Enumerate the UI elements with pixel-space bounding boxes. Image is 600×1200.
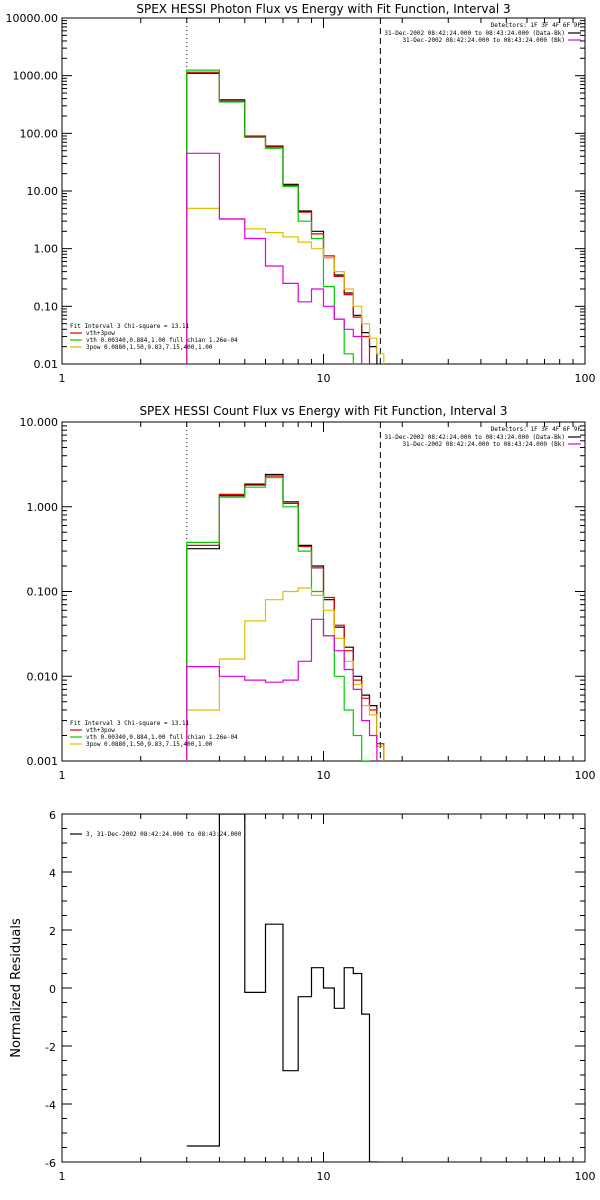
chart-panel-1: SPEX HESSI Photon Flux vs Energy with Fi… <box>6 2 596 385</box>
x-tick-label: 1 <box>59 372 66 385</box>
y-tick-label: 0.01 <box>34 358 59 371</box>
y-tick-label: 1.00 <box>34 243 59 256</box>
y-tick-label: 6 <box>49 809 56 822</box>
plot-area <box>186 814 378 1162</box>
y-tick-label: 4 <box>49 867 56 880</box>
plot-area <box>186 69 385 364</box>
legend-entry: 31-Dec-2002 08:42:24.000 to 08:43:24.000… <box>402 441 565 448</box>
x-tick-label: 100 <box>575 1170 596 1183</box>
series-line-2 <box>186 71 371 364</box>
series-line-5 <box>186 152 363 364</box>
series-line-4 <box>186 207 385 364</box>
x-tick-label: 1 <box>59 769 66 782</box>
chart-title: SPEX HESSI Count Flux vs Energy with Fit… <box>139 404 507 418</box>
y-tick-label: 10.000 <box>20 416 59 429</box>
y-tick-label: -4 <box>45 1099 56 1112</box>
legend-entry: 31-Dec-2002 08:42:24.000 to 08:43:24.000… <box>384 30 565 37</box>
chart-panel-3: Normalized Residuals 1 10 100 6 4 2 0 -2 -4 -6 3, 3… <box>9 809 596 1183</box>
series-line-1 <box>186 814 378 1162</box>
y-tick-label: -2 <box>45 1041 56 1054</box>
legend-header: Fit Interval 3 Chi-square = 13.11 <box>70 323 190 330</box>
y-tick-label: 10.00 <box>27 185 59 198</box>
y-tick-label: 1.000 <box>27 501 59 514</box>
legend-header: Fit Interval 3 Chi-square = 13.11 <box>70 720 190 727</box>
axes-frame <box>61 17 586 365</box>
series-line-3 <box>186 477 371 761</box>
series-line-4 <box>186 587 385 761</box>
x-tick-label: 10 <box>317 1170 331 1183</box>
legend-entry: 3pow 0.0880,1.50,9.83,7.15,400,1.00 <box>86 344 213 351</box>
legend-header: Detectors: 1F 3F 4F 6F 9F <box>491 22 582 29</box>
legend-header: Detectors: 1F 3F 4F 6F 9F <box>491 426 582 433</box>
legend-entry: vth 0.00340,0.884,1.00 full chian 1.26e-… <box>86 734 238 741</box>
chart-panel-2: SPEX HESSI Count Flux vs Energy with Fit… <box>20 404 596 782</box>
chart-title: SPEX HESSI Photon Flux vs Energy with Fi… <box>136 2 510 16</box>
y-tick-label: 0.001 <box>27 755 59 768</box>
legend-entry: vth+3pow <box>86 727 115 734</box>
series-line-1 <box>186 473 385 761</box>
plot-area <box>186 473 385 761</box>
y-tick-label: -6 <box>45 1157 56 1170</box>
legend-entry: vth+3pow <box>86 330 115 337</box>
x-tick-label: 10 <box>317 372 331 385</box>
series-line-5 <box>186 618 378 761</box>
y-axis-label: Normalized Residuals <box>9 918 24 1058</box>
legend-entry: 31-Dec-2002 08:42:24.000 to 08:43:24.000… <box>402 37 565 44</box>
y-tick-label: 0.100 <box>27 586 59 599</box>
y-tick-label: 1000.00 <box>13 70 59 83</box>
x-tick-label: 100 <box>575 372 596 385</box>
legend-entry: 31-Dec-2002 08:42:24.000 to 08:43:24.000… <box>384 434 565 441</box>
x-tick-label: 10 <box>317 769 331 782</box>
legend-entry: vth 0.00340,0.884,1.00 full chian 1.26e-… <box>86 337 238 344</box>
y-tick-label: 0 <box>49 983 56 996</box>
y-tick-label: 0.10 <box>34 300 59 313</box>
y-tick-label: 100.00 <box>20 127 59 140</box>
x-tick-label: 100 <box>575 769 596 782</box>
series-line-2 <box>186 475 385 761</box>
y-tick-label: 2 <box>49 925 56 938</box>
x-tick-label: 1 <box>59 1170 66 1183</box>
legend-entry: 3pow 0.0880,1.50,9.83,7.15,400,1.00 <box>86 741 213 748</box>
series-line-1 <box>186 72 378 364</box>
y-tick-label: 0.010 <box>27 670 59 683</box>
legend-entry: 3, 31-Dec-2002 08:42:24.000 to 08:43:24.… <box>86 831 242 838</box>
y-tick-label: 10000.00 <box>6 12 59 25</box>
series-line-3 <box>186 69 354 364</box>
